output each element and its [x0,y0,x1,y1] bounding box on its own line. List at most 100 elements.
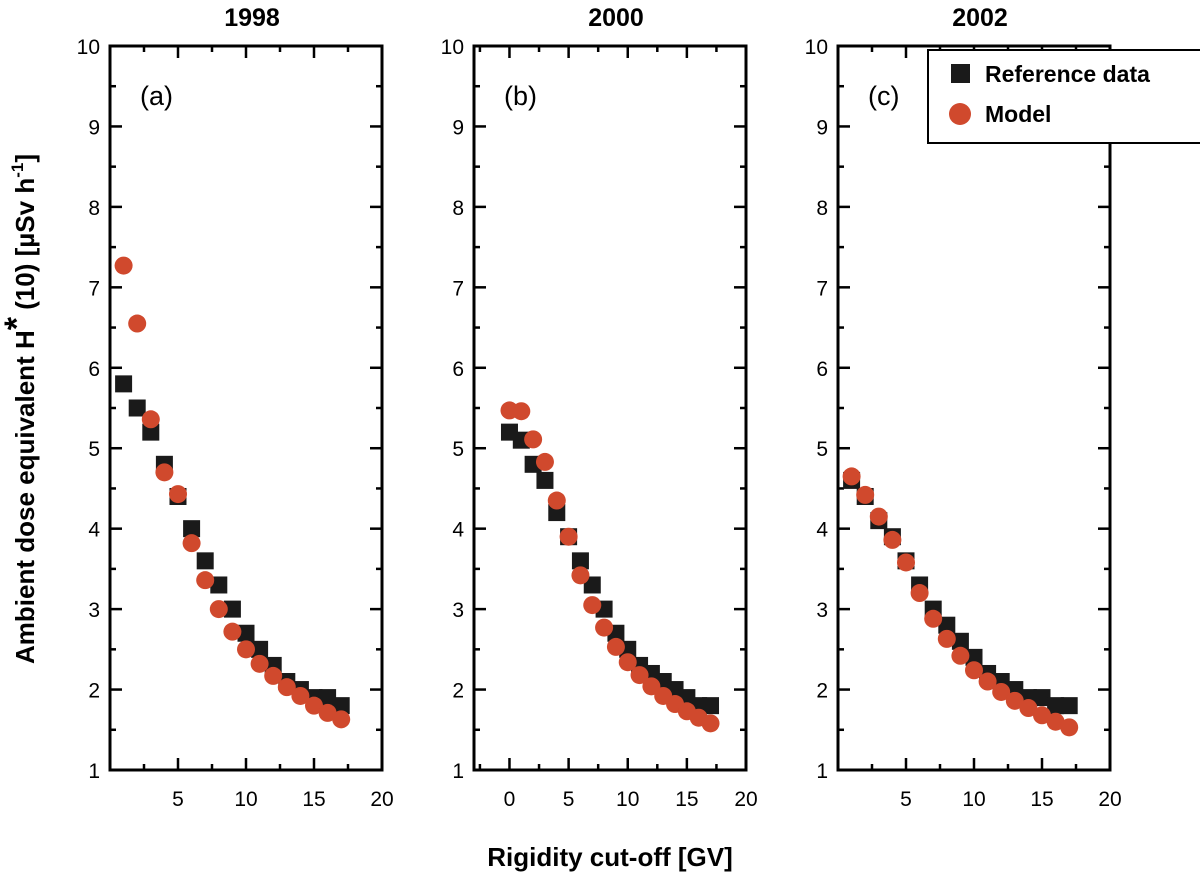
model-data-point [277,678,296,697]
reference-data-point [237,624,255,642]
model-data-point [937,629,956,648]
model-data-point [583,596,602,615]
x-axis-title: Rigidity cut-off [GV] [487,842,733,872]
model-data-point [869,507,888,526]
reference-data-point [938,616,956,634]
y-axis-title-close: ] [10,154,40,163]
y-tick-label: 10 [77,36,100,59]
y-tick-label: 2 [816,680,828,703]
model-data-point [223,622,242,641]
y-tick-label: 7 [452,277,464,300]
model-data-point [1060,718,1079,737]
reference-data-point [536,471,554,489]
x-tick-label: 15 [675,788,698,811]
model-data-point [209,600,228,619]
y-tick-label: 5 [816,438,828,461]
reference-data-point [223,600,241,618]
panel-label: (a) [140,81,173,111]
model-data-point [291,686,310,705]
reference-data-point [319,689,337,707]
y-tick-label: 6 [816,358,828,381]
x-tick-label: 10 [962,788,985,811]
y-tick-label: 9 [816,116,828,139]
y-axis-title-exponent: -1 [8,163,27,178]
y-axis-title-main: Ambient dose equivalent H [10,330,40,664]
model-data-point [965,661,983,680]
model-data-point [992,682,1011,701]
x-tick-label: 0 [504,788,516,811]
reference-data-point [210,576,228,594]
legend: Reference data Model [927,49,1200,144]
model-data-point [1005,691,1024,710]
model-data-point [155,463,174,482]
model-data-point [842,467,861,486]
y-tick-label: 5 [452,438,464,461]
model-data-point [1019,699,1038,718]
y-tick-label: 1 [88,760,100,783]
model-data-point [897,553,915,572]
model-data-point [196,571,215,590]
y-tick-label: 8 [88,197,100,220]
panel-title: 2000 [588,4,644,32]
reference-data-point [115,375,133,393]
reference-data-point [1047,697,1065,715]
y-tick-label: 1 [816,760,828,783]
model-data-point [305,696,323,715]
panel-title: 1998 [224,4,280,32]
x-tick-label: 20 [734,788,757,811]
panel-title: 2002 [952,4,1008,32]
model-data-point [547,491,566,510]
model-data-point [250,654,269,673]
reference-data-point [951,632,969,650]
y-axis-title: Ambient dose equivalent H* (10) [µSv h-1… [0,154,40,664]
model-data-point [701,714,720,733]
reference-data-point [1060,697,1078,715]
model-data-point [128,314,147,333]
model-data-point [618,653,637,672]
reference-data-point [142,423,160,441]
reference-data-point [965,648,983,666]
reference-data-point [183,520,201,538]
y-tick-label: 8 [452,197,464,220]
model-data-point [571,566,590,585]
model-data-point [512,402,531,421]
model-data-point [169,485,187,504]
model-data-point [559,527,578,546]
reference-data-point [702,697,720,715]
model-data-point [237,640,255,659]
y-tick-label: 1 [452,760,464,783]
panel-2002: 2002 (c) 1 2 3 4 5 6 7 8 9 10 5 10 15 20 [805,4,1122,811]
panel-1998: 1998 (a) 1 2 3 4 5 6 7 8 9 10 5 10 15 20 [77,4,394,811]
model-data-point [883,530,902,549]
model-data-point [978,672,997,691]
model-data-point [264,666,283,685]
model-data-point [524,430,543,449]
x-tick-label: 5 [172,788,184,811]
x-tick-label: 5 [900,788,912,811]
legend-reference-marker [951,64,970,83]
model-data-point [910,584,929,603]
x-tick-label: 20 [370,788,393,811]
y-tick-label: 8 [816,197,828,220]
model-data-point [1033,706,1051,725]
legend-reference-label: Reference data [985,61,1150,87]
y-tick-label: 4 [452,519,464,542]
y-tick-label: 10 [441,36,464,59]
model-data-point [606,637,625,656]
model-data-point [630,666,649,685]
model-data-point [182,534,201,553]
model-data-point [951,646,970,665]
y-axis-title-star: * [0,316,36,330]
reference-data-point [332,697,350,715]
y-tick-label: 6 [452,358,464,381]
panel-2000: 2000 (b) 1 2 3 4 5 6 7 8 9 10 0 5 10 15 20 [441,4,758,811]
model-data-point [332,710,351,729]
reference-data-point [196,552,214,570]
y-tick-label: 10 [805,36,828,59]
y-tick-label: 4 [816,519,828,542]
plot-frame [108,44,384,772]
y-tick-label: 3 [816,599,828,622]
model-data-point [114,256,133,275]
x-tick-label: 10 [616,788,639,811]
